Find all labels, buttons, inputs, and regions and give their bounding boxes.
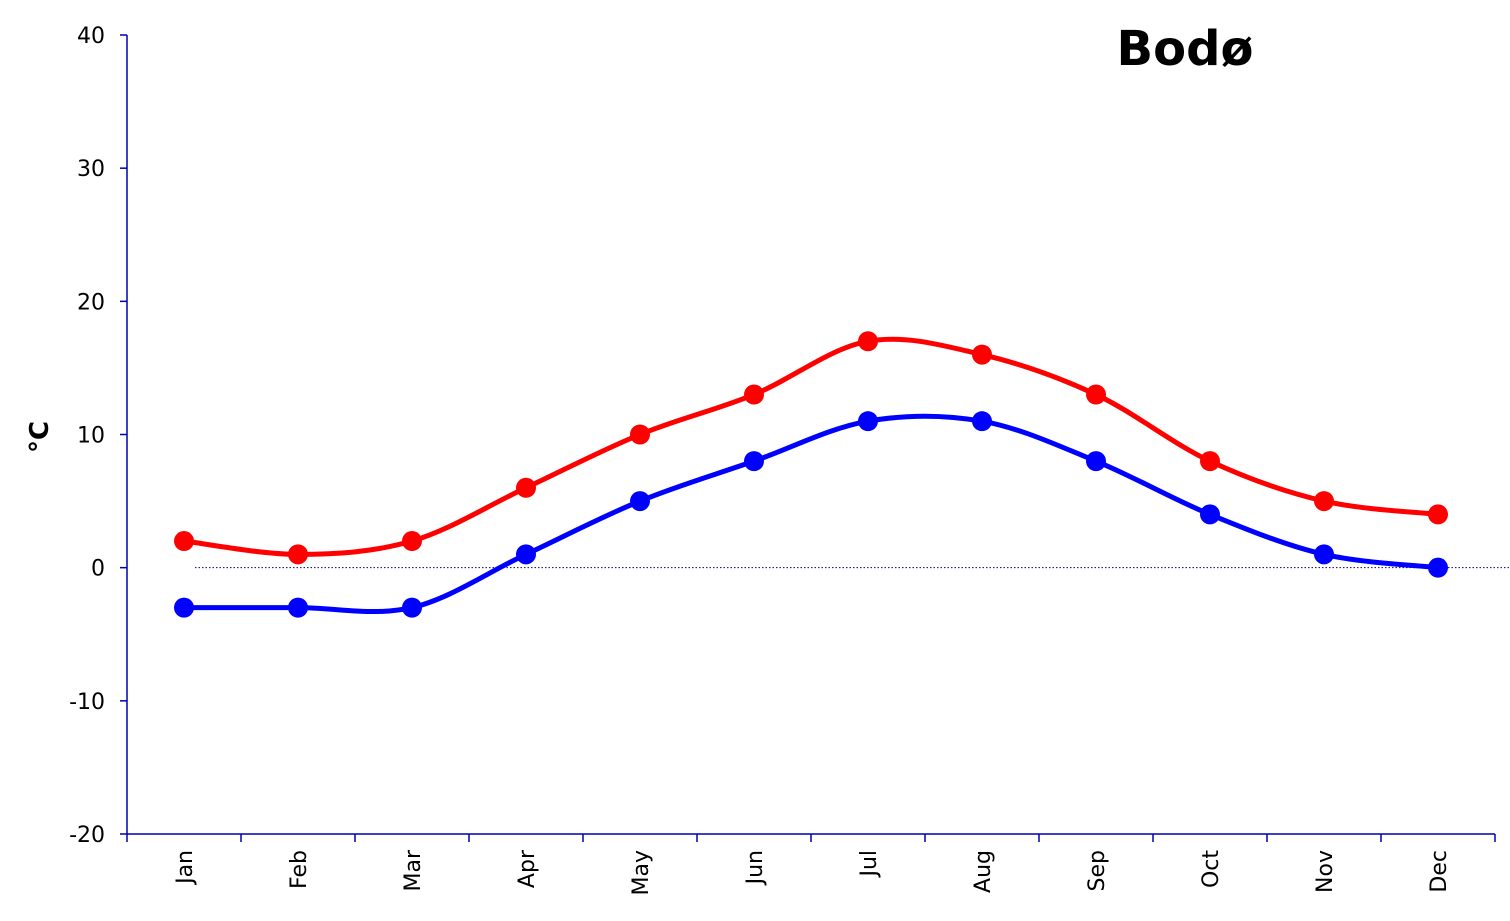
y-tick-label: 30 bbox=[77, 157, 105, 182]
y-tick-label: 0 bbox=[91, 557, 105, 582]
data-point bbox=[630, 424, 650, 445]
data-point bbox=[744, 451, 764, 472]
x-tick-label: Jan bbox=[173, 850, 198, 886]
y-tick-label: 40 bbox=[77, 24, 105, 49]
x-tick-label: Jul bbox=[857, 850, 882, 879]
y-tick-label: 10 bbox=[77, 424, 105, 449]
data-point bbox=[858, 411, 878, 432]
series-layer bbox=[174, 331, 1448, 618]
data-point bbox=[1428, 557, 1448, 578]
x-tick-label: Mar bbox=[401, 849, 426, 891]
data-point bbox=[174, 597, 194, 618]
x-tick-label: Aug bbox=[971, 850, 996, 893]
x-tick-label: Nov bbox=[1313, 850, 1338, 893]
data-point bbox=[174, 531, 194, 552]
series-line bbox=[181, 413, 1441, 615]
x-tick-label: Apr bbox=[515, 849, 540, 888]
y-tick-label: -10 bbox=[69, 690, 105, 715]
series-1 bbox=[174, 331, 1448, 565]
data-point bbox=[858, 331, 878, 352]
series-line bbox=[181, 336, 1441, 557]
series-2 bbox=[174, 411, 1448, 618]
data-point bbox=[402, 531, 422, 552]
data-point bbox=[516, 477, 536, 498]
y-tick-label: -20 bbox=[69, 823, 105, 848]
x-tick-label: May bbox=[629, 850, 654, 895]
data-point bbox=[1086, 384, 1106, 405]
data-point bbox=[972, 344, 992, 365]
data-point bbox=[1200, 451, 1220, 472]
data-point bbox=[630, 491, 650, 512]
data-point bbox=[744, 384, 764, 405]
x-tick-label: Jun bbox=[743, 850, 768, 886]
x-tick-label: Feb bbox=[287, 850, 312, 889]
data-point bbox=[288, 544, 308, 565]
x-tick-label: Dec bbox=[1427, 850, 1452, 893]
data-point bbox=[972, 411, 992, 432]
data-point bbox=[1428, 504, 1448, 525]
data-point bbox=[516, 544, 536, 565]
data-point bbox=[1200, 504, 1220, 525]
axes: 40 30 20 10 0 -10 -20 Jan Feb Mar Apr May Jun Jul Aug S… bbox=[69, 24, 1510, 895]
data-point bbox=[1314, 491, 1334, 512]
x-tick-label: Sep bbox=[1085, 850, 1110, 891]
data-point bbox=[402, 597, 422, 618]
y-tick-label: 20 bbox=[77, 290, 105, 315]
data-point bbox=[288, 597, 308, 618]
data-point bbox=[1314, 544, 1334, 565]
x-tick-label: Oct bbox=[1199, 850, 1224, 888]
chart-title: Bodø bbox=[1117, 21, 1254, 77]
y-axis-title: °C bbox=[25, 421, 55, 453]
data-point bbox=[1086, 451, 1106, 472]
